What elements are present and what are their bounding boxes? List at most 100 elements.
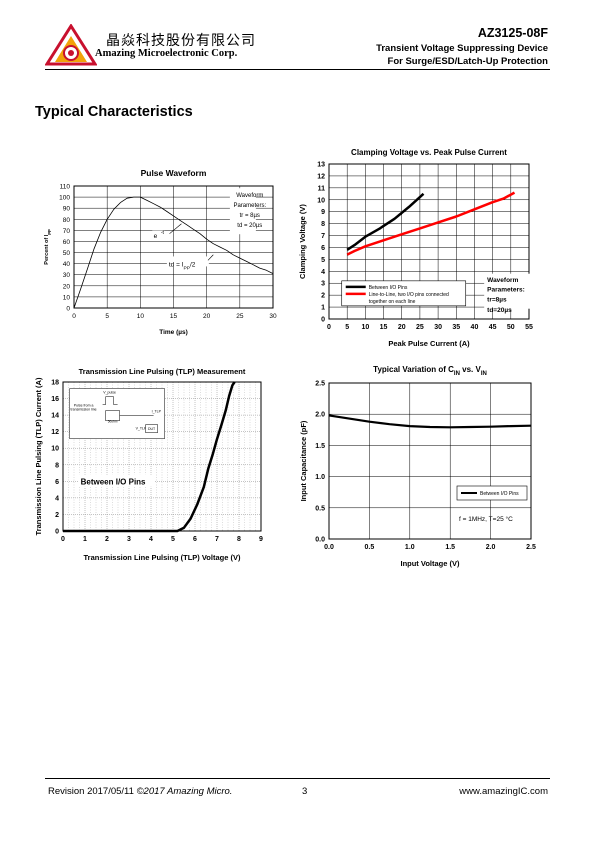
x-tick-label: 6 — [193, 536, 197, 543]
x-tick-label: 0.5 — [365, 544, 375, 551]
series-line — [328, 414, 532, 429]
y-tick-label: 90 — [63, 206, 71, 213]
y-tick-label: 12 — [51, 429, 59, 436]
legend-label: together on each line — [369, 299, 416, 305]
x-tick-label: 15 — [380, 324, 388, 331]
annotation-bg — [166, 256, 209, 267]
header-divider — [45, 69, 550, 70]
schematic-dut-box — [145, 424, 158, 433]
annotation-tr: tr = 8µs — [240, 213, 260, 219]
x-axis-label: Peak Pulse Current (A) — [388, 339, 470, 348]
x-tick-label: 9 — [259, 536, 263, 543]
y-tick-label: 6 — [55, 479, 59, 486]
y-tick-label: 0.0 — [315, 537, 325, 544]
y-tick-label: 11 — [318, 185, 326, 192]
legend-box — [456, 485, 528, 501]
y-tick-label: 7 — [321, 233, 325, 240]
series-line — [73, 196, 274, 309]
x-tick-label: 2 — [105, 536, 109, 543]
y-tick-label: 40 — [63, 261, 71, 268]
x-tick-label: 1.5 — [445, 544, 455, 551]
schematic-source: transmission line — [71, 408, 97, 412]
annotation-bg — [229, 188, 256, 235]
chart-1: 0 5 10 15 20 25 30 0 10 20 30 40 50 60 70 80 90 100 110 Pul… — [44, 168, 277, 336]
y-tick-label: 0 — [321, 317, 325, 324]
annotation-exp: e — [154, 233, 158, 240]
annotation-bg — [152, 230, 165, 240]
y-tick-label: 0.5 — [315, 505, 325, 512]
x-tick-label: 45 — [489, 324, 497, 331]
y-tick-label: 2 — [55, 512, 59, 519]
x-tick-label: 0 — [61, 536, 65, 543]
chart-title: Pulse Waveform — [141, 168, 207, 178]
x-tick-label: 8 — [237, 536, 241, 543]
annotation-bg — [484, 273, 531, 309]
series-line — [346, 192, 425, 251]
revision-date: Revision 2017/05/11 — [48, 786, 134, 797]
x-tick-label: 2.5 — [526, 544, 536, 551]
x-tick-label: 1 — [83, 536, 87, 543]
schematic-source: Pulse from a — [74, 404, 94, 408]
y-tick-label: 8 — [55, 462, 59, 469]
annotation-td: td=20µs — [487, 307, 512, 314]
amazing-triangle-logo-icon — [44, 23, 98, 66]
x-tick-label: 0.0 — [324, 544, 334, 551]
y-axis-label: Transmission Line Pulsing (TLP) Current … — [34, 377, 43, 535]
x-tick-label: 30 — [269, 313, 277, 320]
website-link[interactable]: www.amazingIC.com — [459, 786, 548, 797]
y-tick-label: 0 — [55, 529, 59, 536]
plot-area — [328, 382, 532, 540]
x-tick-label: 25 — [416, 324, 424, 331]
x-tick-label: 7 — [215, 536, 219, 543]
schematic-itlp: I_TLP — [152, 410, 162, 414]
y-tick-label: 3 — [321, 281, 325, 288]
y-tick-label: 5 — [321, 257, 325, 264]
y-tick-label: 18 — [51, 380, 59, 387]
footer-revision: Revision 2017/05/11 ©2017 Amazing Micro. — [48, 786, 232, 797]
x-tick-label: 1.0 — [405, 544, 415, 551]
y-tick-label: 14 — [51, 413, 59, 420]
chart-title: Typical Variation of CIN vs. VIN — [373, 365, 487, 377]
y-tick-label: 6 — [321, 245, 325, 252]
y-tick-label: 10 — [51, 446, 59, 453]
y-tick-label: 20 — [63, 283, 71, 290]
y-axis-label: Percent of IPP — [44, 229, 52, 265]
legend-label: Line-to-Line, two I/O pins connected — [369, 292, 449, 298]
annotation-arrow — [169, 223, 182, 234]
plot-frame — [73, 185, 274, 309]
y-axis-label: Clamping Voltage (V) — [298, 204, 307, 279]
schematic-pulse — [102, 396, 118, 405]
x-tick-label: 10 — [361, 324, 369, 331]
x-axis-label: Input Voltage (V) — [400, 559, 460, 568]
annotation-exp-sup: -t — [161, 230, 165, 236]
y-tick-label: 2.5 — [315, 381, 325, 388]
x-tick-label: 5 — [345, 324, 349, 331]
x-tick-label: 20 — [203, 313, 211, 320]
y-tick-label: 110 — [60, 184, 71, 191]
y-tick-label: 2.0 — [315, 412, 325, 419]
plot-frame — [328, 163, 530, 320]
x-tick-label: 0 — [327, 324, 331, 331]
y-tick-label: 30 — [63, 272, 71, 279]
x-tick-label: 35 — [452, 324, 460, 331]
annotation-between-pins: Between I/O Pins — [81, 478, 146, 487]
company-logo — [44, 23, 98, 68]
annotation-waveform: Waveform — [236, 193, 263, 199]
annotation-parameters: Parameters: — [487, 287, 525, 294]
y-tick-label: 60 — [63, 239, 71, 246]
series-line — [63, 381, 236, 533]
schematic-vpulse: V_pulse — [103, 391, 116, 395]
y-tick-label: 10 — [63, 294, 71, 301]
company-name-english: Amazing Microelectronic Corp. — [95, 48, 238, 59]
annotation-td: td = 20µs — [237, 223, 262, 229]
schematic-ohm: 50ohm — [108, 420, 118, 424]
schematic-dut: DUT — [148, 427, 156, 431]
x-tick-label: 30 — [434, 324, 442, 331]
legend-label: Between I/O Pins — [480, 491, 519, 497]
series-line — [346, 191, 516, 256]
plot-frame — [328, 382, 532, 540]
x-tick-label: 55 — [525, 324, 533, 331]
y-tick-label: 4 — [321, 269, 325, 276]
y-tick-label: 16 — [51, 396, 59, 403]
